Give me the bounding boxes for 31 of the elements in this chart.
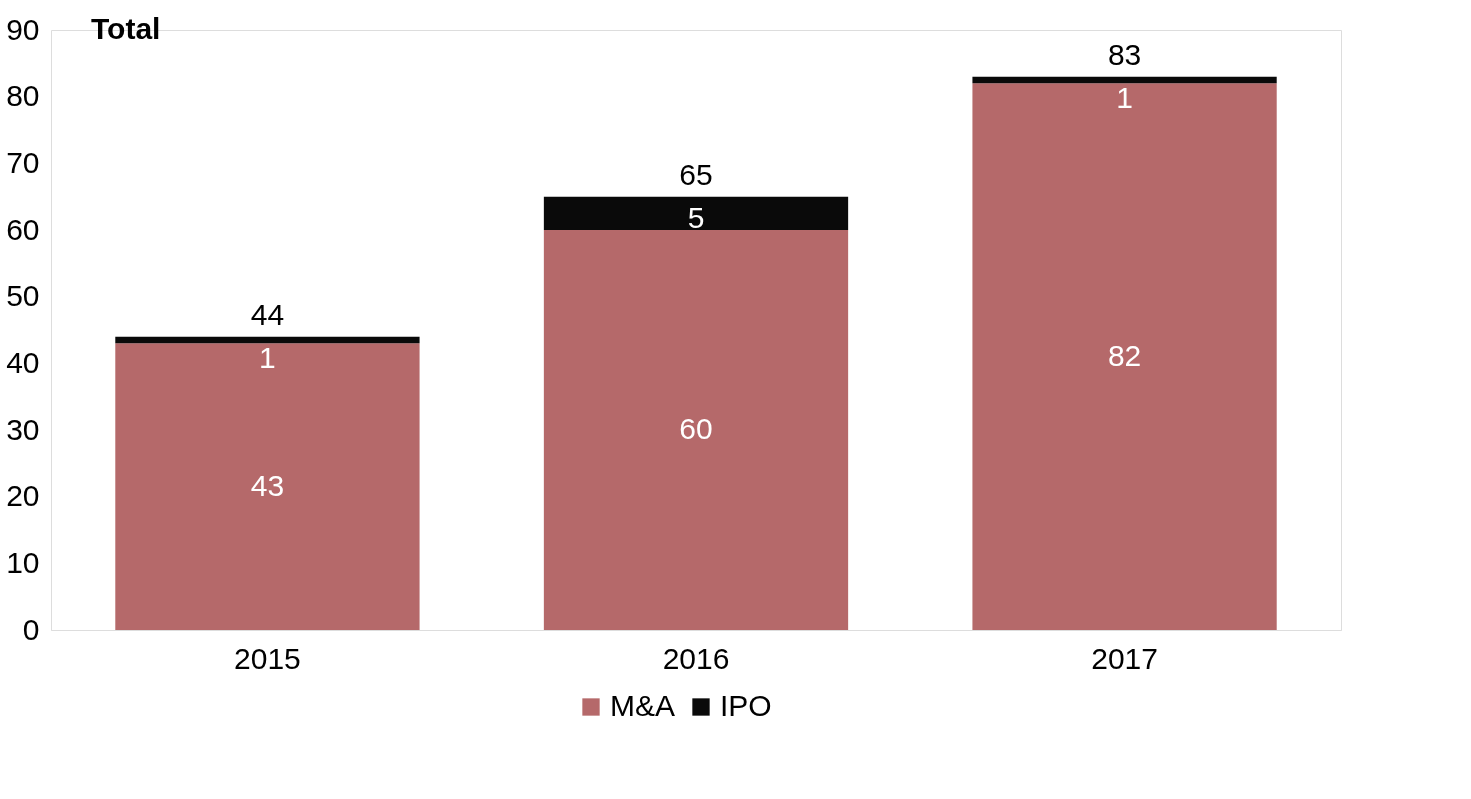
data-label: 82 [1107,338,1142,372]
y-tick-label: 0 [22,612,40,646]
bar [972,83,1277,630]
y-tick-label: 70 [6,145,40,179]
bar [972,76,1277,84]
y-tick-label: 80 [6,79,40,113]
x-tick-label: 2016 [662,641,730,675]
x-tick-label: 2015 [234,641,301,675]
data-label: 43 [250,468,285,502]
y-tick-label: 10 [6,545,40,579]
y-tick-label: 60 [6,212,40,246]
y-tick-label: 30 [6,412,40,446]
annotation: Total [91,12,161,45]
data-label: 1 [1116,80,1133,114]
y-tick-label: 40 [6,345,40,379]
total-label: 65 [679,157,713,191]
y-tick-label: 50 [6,279,40,313]
legend-label: M&A [610,689,676,722]
data-label: 5 [687,200,705,234]
y-tick-label: 20 [6,479,40,513]
bar [543,196,849,230]
y-tick-label: 90 [6,12,40,46]
legend-label: IPO [720,689,772,722]
x-tick-label: 2017 [1091,641,1158,675]
data-label: 1 [259,340,276,374]
bar [543,230,849,630]
total-label: 83 [1107,37,1142,71]
total-label: 44 [250,297,285,331]
data-label: 60 [679,412,713,445]
bar [115,336,420,344]
bar [115,343,420,630]
